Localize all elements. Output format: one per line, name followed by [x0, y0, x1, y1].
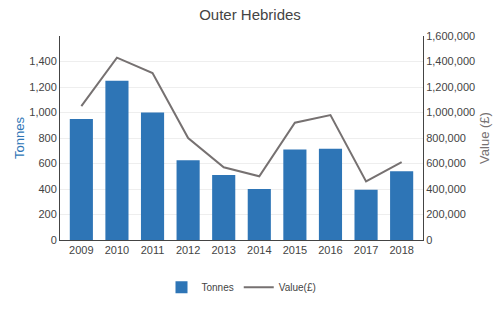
- svg-text:1,400,000: 1,400,000: [426, 55, 475, 67]
- svg-text:800: 800: [38, 132, 56, 144]
- svg-text:2011: 2011: [141, 244, 165, 256]
- svg-text:200: 200: [38, 208, 56, 220]
- svg-text:Value (£): Value (£): [477, 112, 492, 164]
- svg-text:Tonnes: Tonnes: [202, 282, 234, 293]
- svg-text:Tonnes: Tonnes: [12, 117, 27, 159]
- svg-text:2012: 2012: [176, 244, 200, 256]
- svg-text:200,000: 200,000: [426, 208, 466, 220]
- svg-text:1,000: 1,000: [29, 106, 57, 118]
- svg-text:600: 600: [38, 157, 56, 169]
- svg-text:0: 0: [51, 234, 57, 246]
- svg-text:2018: 2018: [389, 244, 413, 256]
- svg-text:2013: 2013: [211, 244, 235, 256]
- svg-text:400,000: 400,000: [426, 183, 466, 195]
- svg-text:2009: 2009: [69, 244, 93, 256]
- svg-text:1,000,000: 1,000,000: [426, 106, 475, 118]
- svg-text:1,600,000: 1,600,000: [426, 30, 475, 42]
- svg-text:600,000: 600,000: [426, 157, 466, 169]
- svg-text:2017: 2017: [354, 244, 378, 256]
- svg-text:1,400: 1,400: [29, 55, 57, 67]
- svg-text:Value(£): Value(£): [279, 282, 316, 293]
- svg-text:0: 0: [426, 234, 432, 246]
- svg-text:2015: 2015: [283, 244, 307, 256]
- svg-text:Outer Hebrides: Outer Hebrides: [199, 6, 301, 23]
- svg-text:1,200: 1,200: [29, 81, 57, 93]
- svg-text:2010: 2010: [105, 244, 129, 256]
- svg-text:2016: 2016: [318, 244, 342, 256]
- svg-text:800,000: 800,000: [426, 132, 466, 144]
- svg-text:400: 400: [38, 183, 56, 195]
- svg-text:2014: 2014: [247, 244, 271, 256]
- svg-text:1,200,000: 1,200,000: [426, 81, 475, 93]
